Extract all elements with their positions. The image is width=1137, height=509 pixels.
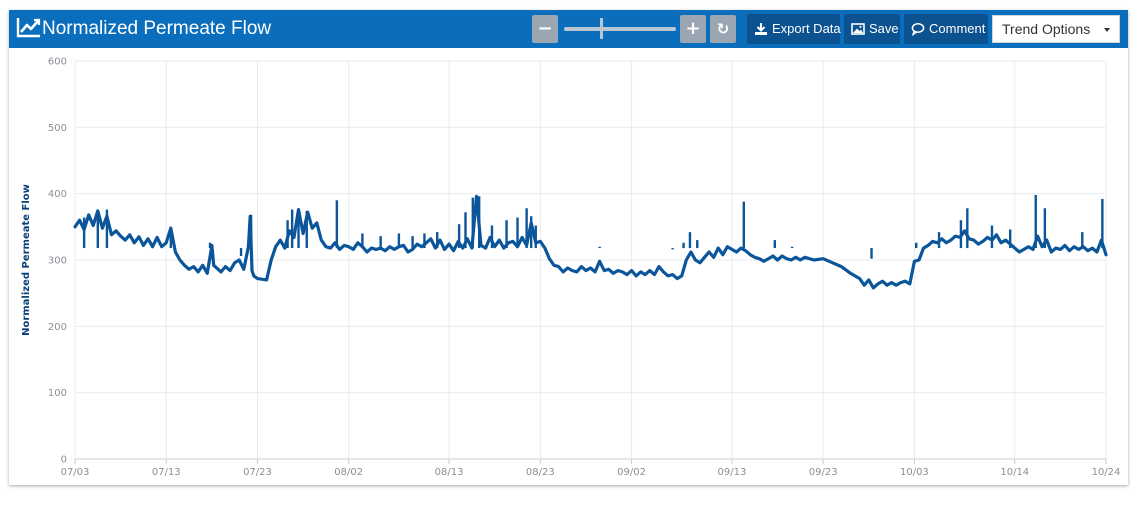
comment-button[interactable]: Comment xyxy=(904,14,988,44)
x-tick-label: 09/13 xyxy=(718,467,747,478)
y-tick-label: 600 xyxy=(48,57,67,68)
x-tick-label: 07/13 xyxy=(152,467,181,478)
series-layer xyxy=(73,194,1108,290)
y-tick-label: 500 xyxy=(48,123,67,134)
x-tick-label: 09/02 xyxy=(617,467,646,478)
zoom-slider-handle[interactable] xyxy=(600,18,603,39)
x-tick-label: 07/03 xyxy=(61,467,90,478)
download-icon xyxy=(755,23,767,35)
save-button[interactable]: Save xyxy=(844,14,900,44)
chart-grid xyxy=(74,60,1107,460)
export-data-label: Export Data xyxy=(772,21,841,36)
chart-header: Normalized Permeate Flow − + ↻ Export Da… xyxy=(9,10,1128,48)
trend-chart-icon xyxy=(16,18,41,38)
x-tick-label: 10/24 xyxy=(1092,467,1121,478)
x-axis-ticks: 07/03 07/13 07/23 08/02 08/13 08/23 09/02 09/13… xyxy=(61,459,1121,478)
reset-zoom-button[interactable]: ↻ xyxy=(710,15,736,43)
zoom-slider[interactable] xyxy=(564,27,676,31)
series-line-normalized-permeate-flow xyxy=(73,194,1108,290)
y-tick-label: 200 xyxy=(48,322,67,333)
y-axis-label: Normalized Permeate Flow xyxy=(21,184,32,336)
chart-panel: Normalized Permeate Flow − + ↻ Export Da… xyxy=(9,10,1128,485)
save-label: Save xyxy=(869,21,899,36)
x-tick-label: 10/14 xyxy=(1000,467,1029,478)
x-tick-label: 08/02 xyxy=(334,467,363,478)
x-tick-label: 08/23 xyxy=(526,467,555,478)
y-tick-label: 100 xyxy=(48,388,67,399)
export-data-button[interactable]: Export Data xyxy=(747,14,841,44)
trend-options-label: Trend Options xyxy=(1002,21,1091,37)
chart-title: Normalized Permeate Flow xyxy=(42,18,272,39)
y-tick-label: 400 xyxy=(48,189,67,200)
y-tick-label: 300 xyxy=(48,256,67,267)
x-tick-label: 07/23 xyxy=(243,467,272,478)
y-tick-label: 0 xyxy=(61,455,67,466)
y-axis-ticks: 0 100 200 300 400 500 600 xyxy=(48,57,67,466)
zoom-in-button[interactable]: + xyxy=(680,15,706,43)
comment-icon xyxy=(911,23,925,36)
comment-label: Comment xyxy=(929,21,986,36)
x-tick-label: 09/23 xyxy=(809,467,838,478)
x-tick-label: 10/03 xyxy=(900,467,929,478)
chevron-down-icon xyxy=(1104,28,1110,32)
trend-options-dropdown[interactable]: Trend Options xyxy=(992,15,1120,43)
image-icon xyxy=(851,23,865,35)
x-tick-label: 08/13 xyxy=(435,467,464,478)
zoom-out-button[interactable]: − xyxy=(532,15,558,43)
